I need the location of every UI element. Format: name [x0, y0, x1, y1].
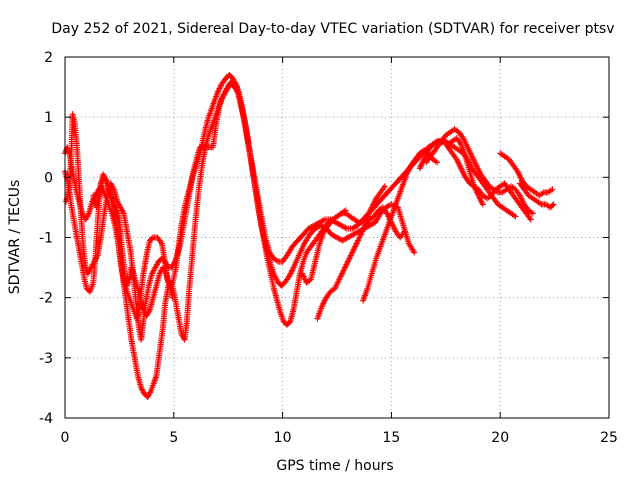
data-point [351, 223, 358, 230]
data-point [527, 216, 534, 223]
data-point [342, 224, 349, 231]
x-tick-label: 0 [61, 430, 70, 446]
y-tick-label: -3 [39, 351, 53, 367]
x-tick-label: 20 [491, 430, 509, 446]
data-point [549, 202, 556, 209]
y-tick-labels: -4 -3 -2 -1 0 1 2 [39, 50, 53, 427]
data-point [381, 183, 388, 190]
data-point [512, 213, 519, 220]
y-tick-label: -2 [39, 291, 53, 307]
y-tick-label: 2 [44, 50, 53, 66]
y-tick-label: -1 [39, 231, 53, 247]
data-point [169, 294, 176, 301]
chart-title: Day 252 of 2021, Sidereal Day-to-day VTE… [51, 21, 614, 37]
x-tick-label: 5 [169, 430, 178, 446]
series-arc-8 [416, 126, 536, 217]
x-tick-labels: 0 5 10 15 20 25 [61, 430, 618, 446]
series-arc-3 [63, 78, 418, 343]
x-tick-label: 10 [274, 430, 292, 446]
y-tick-label: 0 [44, 170, 53, 186]
data-point [342, 207, 349, 214]
data-point [434, 159, 441, 166]
data-point [549, 186, 556, 193]
data-point [411, 249, 418, 256]
series-arc-10 [444, 135, 486, 208]
series-arc-5 [299, 207, 349, 286]
data-point [479, 201, 486, 208]
y-axis-label: SDTVAR / TECUs [7, 180, 23, 295]
series-arc-9 [423, 138, 534, 223]
y-tick-label: 1 [44, 110, 53, 126]
axis-ticks [64, 56, 610, 419]
data-point [550, 201, 557, 208]
data-point [385, 202, 392, 209]
data-point [529, 210, 536, 217]
data-point [401, 228, 408, 235]
data-point [320, 217, 327, 224]
series-arc-11 [497, 150, 556, 199]
data-series [62, 72, 557, 400]
y-tick-label: -4 [39, 411, 53, 427]
series-arc-4 [90, 171, 176, 319]
series-arc-12 [516, 180, 557, 211]
series-arc-2 [62, 81, 388, 400]
x-tick-label: 15 [382, 430, 400, 446]
x-axis-label: GPS time / hours [276, 458, 393, 474]
x-tick-label: 25 [600, 430, 618, 446]
series-arc-7 [360, 147, 441, 304]
series-arc-6 [314, 204, 408, 322]
